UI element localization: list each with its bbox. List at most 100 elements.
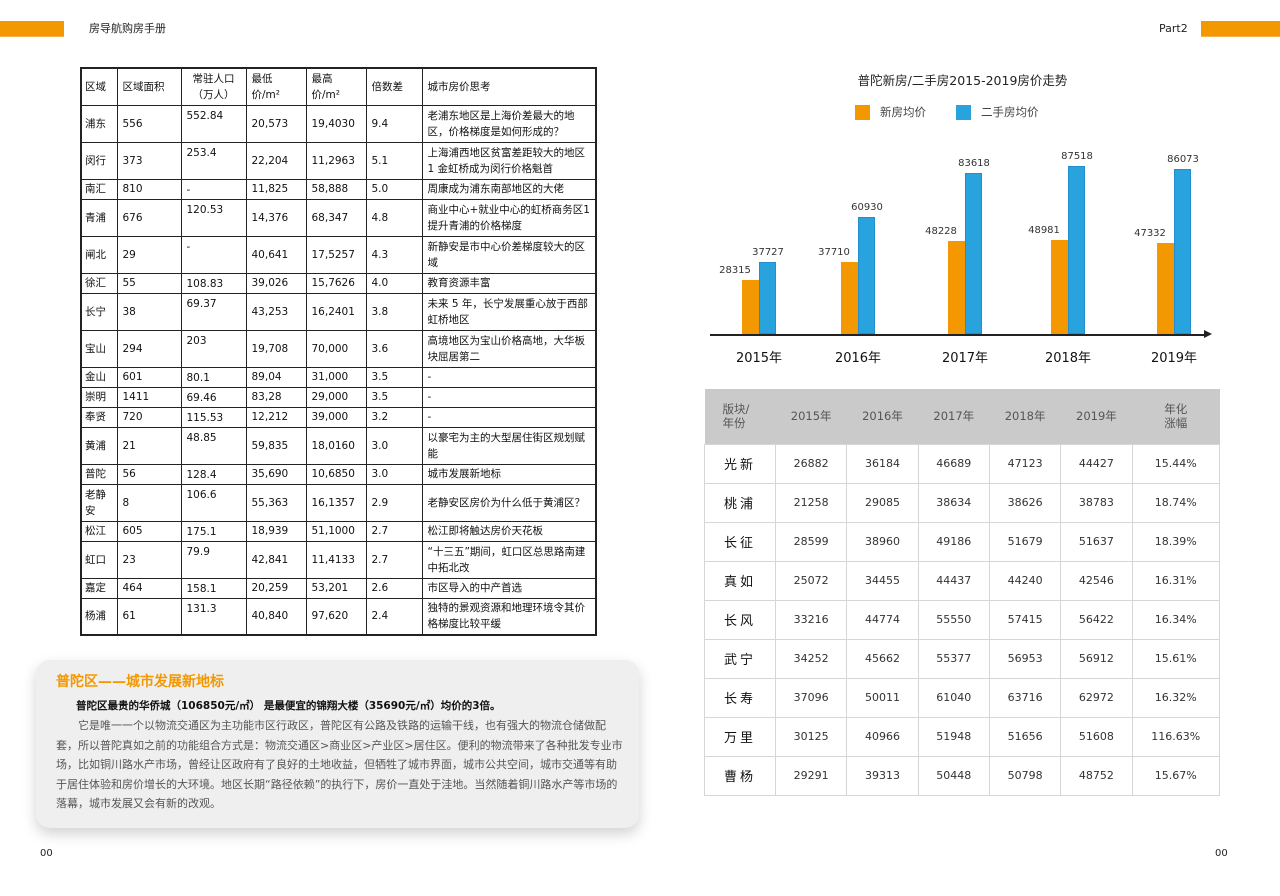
price-cell: 56912 (1060, 638, 1133, 679)
district-cell: 31,000 (305, 366, 367, 388)
price-header-cell: 2016年 (846, 389, 919, 444)
district-table-row: 松江 605 175.1 18,939 51,1000 2.7 松江即将触达房价天花板 (80, 520, 597, 542)
price-cell: 50798 (988, 755, 1062, 796)
price-header-cell: 2019年 (1060, 389, 1133, 444)
district-header-cell: 倍数差 (365, 67, 423, 106)
price-cell: 38634 (917, 482, 990, 523)
district-cell: - (180, 235, 247, 274)
district-cell: 商业中心+就业中心的虹桥商务区1 提升青浦的价格梯度 (421, 198, 597, 237)
header-accent-bar-right (1201, 21, 1280, 37)
block-name-cell: 武宁 (704, 638, 776, 679)
price-cell: 55550 (917, 599, 990, 640)
district-cell: 676 (116, 198, 182, 237)
price-cell: 26882 (774, 443, 848, 484)
district-cell: 周康成为浦东南部地区的大佬 (421, 178, 597, 200)
block-name-cell: 长风 (704, 599, 776, 640)
price-table-row: 桃浦 21258 29085 38634 38626 38783 18.74% (704, 482, 1221, 523)
bar-value-label: 28315 (719, 265, 751, 276)
district-table-row: 徐汇 55 108.83 39,026 15,7626 4.0 教育资源丰富 (80, 272, 597, 294)
price-cell: 45662 (846, 638, 919, 679)
bar-value-label: 86073 (1167, 154, 1199, 165)
district-cell: 720 (116, 406, 182, 428)
district-cell: 158.1 (180, 577, 247, 599)
bar-secondhand-house (759, 262, 776, 334)
price-cell: 34455 (846, 560, 919, 601)
district-cell: 3.6 (365, 329, 423, 368)
district-cell: 徐汇 (80, 272, 118, 294)
district-cell: 175.1 (180, 520, 247, 542)
district-cell: 崇明 (80, 386, 118, 408)
district-cell: 杨浦 (80, 597, 118, 636)
bar-new-house (742, 280, 759, 334)
price-cell: 44240 (988, 560, 1062, 601)
district-cell: 2.7 (365, 520, 423, 542)
district-cell: 虹口 (80, 540, 118, 579)
district-cell: 嘉定 (80, 577, 118, 599)
price-header-cell: 2017年 (918, 389, 990, 444)
x-axis-tick-label: 2018年 (1044, 351, 1092, 366)
district-cell: - (421, 386, 597, 408)
district-cell: 556 (116, 104, 182, 143)
district-cell: 108.83 (180, 272, 247, 294)
price-cell: 57415 (988, 599, 1062, 640)
price-cell: 47123 (988, 443, 1062, 484)
district-cell: 宝山 (80, 329, 118, 368)
district-table-row: 奉贤 720 115.53 12,212 39,000 3.2- (80, 406, 597, 428)
bar-new-house (1157, 243, 1174, 334)
district-cell: “十三五”期间，虹口区总思路南建中拓北改 (421, 540, 597, 579)
district-cell: 38 (116, 292, 182, 331)
district-cell: 黄浦 (80, 426, 118, 465)
district-cell: 3.5 (365, 386, 423, 408)
price-table-row: 武宁 34252 45662 55377 56953 56912 15.61% (704, 638, 1221, 679)
price-table-row: 真如 25072 34455 44437 44240 42546 16.31% (704, 560, 1221, 601)
district-cell: 18,0160 (305, 426, 367, 465)
header-title-left: 房导航购房手册 (89, 22, 166, 35)
price-cell: 38783 (1060, 482, 1133, 523)
district-cell: 5.0 (365, 178, 423, 200)
legend-swatch-new (855, 104, 870, 120)
district-cell: 43,253 (245, 292, 307, 331)
district-cell: 4.3 (365, 235, 423, 274)
district-cell: 17,5257 (305, 235, 367, 274)
legend-label-new: 新房均价 (880, 105, 926, 119)
district-cell: 2.4 (365, 597, 423, 636)
district-cell: 城市发展新地标 (421, 463, 597, 485)
price-header-cell: 2018年 (989, 389, 1061, 444)
district-cell: 高境地区为宝山价格高地，大华板块屈居第二 (421, 329, 597, 368)
price-cell: 44427 (1060, 443, 1133, 484)
price-cell: 56953 (988, 638, 1062, 679)
district-cell: 40,641 (245, 235, 307, 274)
district-cell: 南汇 (80, 178, 118, 200)
district-table-row: 金山 601 80.1 89,04 31,000 3.5- (80, 366, 597, 388)
district-cell: 29,000 (305, 386, 367, 408)
district-table-row: 嘉定 464 158.1 20,259 53,201 2.6 市区导入的中产首选 (80, 577, 597, 599)
district-header-cell: 区域面积 (116, 67, 182, 106)
district-cell: 14,376 (245, 198, 307, 237)
block-name-cell: 真如 (704, 560, 776, 601)
price-cell: 15.44% (1131, 443, 1221, 484)
block-name-cell: 曹杨 (704, 755, 776, 796)
price-table-row: 曹杨 29291 39313 50448 50798 48752 15.67% (704, 755, 1221, 796)
district-cell: 203 (180, 329, 247, 368)
price-table-row: 长寿 37096 50011 61040 63716 62972 16.32% (704, 677, 1221, 718)
district-cell: 2.7 (365, 540, 423, 579)
district-cell: 89,04 (245, 366, 307, 388)
district-cell: 金山 (80, 366, 118, 388)
district-cell: - (180, 178, 247, 200)
price-cell: 36184 (846, 443, 919, 484)
district-cell: 70,000 (305, 329, 367, 368)
bar-secondhand-house (858, 217, 875, 334)
price-cell: 15.61% (1131, 638, 1221, 679)
district-cell: 3.5 (365, 366, 423, 388)
price-cell: 34252 (774, 638, 848, 679)
district-table-row: 南汇 810-11,825 58,888 5.0 周康成为浦东南部地区的大佬 (80, 178, 597, 200)
district-cell: 16,1357 (305, 483, 367, 522)
district-cell: 35,690 (245, 463, 307, 485)
bar-value-label: 47332 (1134, 228, 1166, 239)
price-cell: 116.63% (1131, 716, 1221, 757)
price-cell: 28599 (774, 521, 848, 562)
district-cell: - (421, 406, 597, 428)
district-cell: 80.1 (180, 366, 247, 388)
bar-value-label: 37727 (752, 247, 784, 258)
price-cell: 50448 (917, 755, 990, 796)
